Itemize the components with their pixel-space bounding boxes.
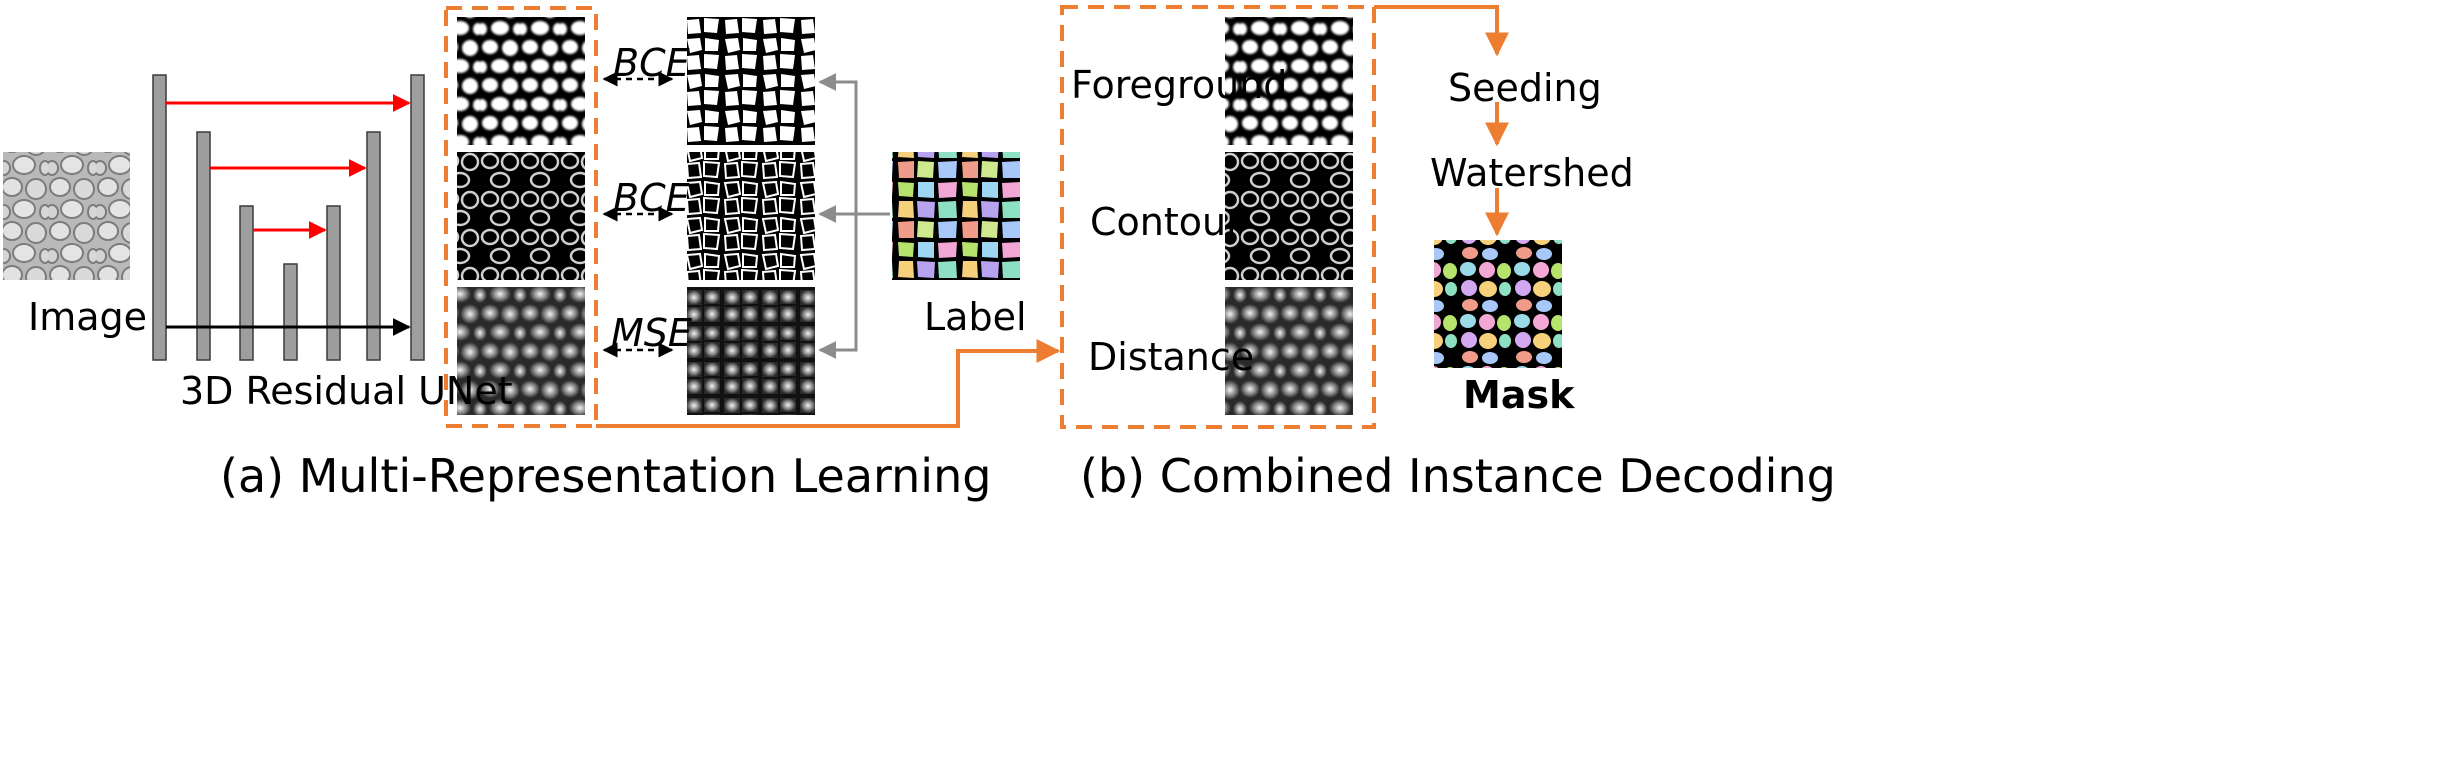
unet-encoder-block-3 xyxy=(239,205,254,361)
unet-decoder-block-1 xyxy=(410,74,425,361)
contour-label: Contour xyxy=(1090,200,1242,244)
unet-decoder-block-3 xyxy=(326,205,341,361)
prediction-foreground xyxy=(457,17,585,145)
unet-bottleneck-block xyxy=(283,263,298,361)
loss-label-3: MSE xyxy=(611,311,692,355)
unet-decoder-block-2 xyxy=(366,131,381,361)
unet-encoder-block-1 xyxy=(152,74,167,361)
loss-label-2: BCE xyxy=(613,176,690,220)
decoding-distance xyxy=(1225,287,1353,415)
connector-arrow xyxy=(596,339,1061,428)
mask-image xyxy=(1434,240,1562,368)
prediction-contour xyxy=(457,152,585,280)
loss-label-1: BCE xyxy=(613,41,690,85)
decoding-box xyxy=(1060,5,1376,429)
caption-b: (b) Combined Instance Decoding xyxy=(1080,449,1836,503)
watershed-label: Watershed xyxy=(1430,151,1634,195)
label-text: Label xyxy=(924,295,1027,339)
unet-blocks xyxy=(152,74,425,361)
target-distance xyxy=(687,287,815,415)
unet-encoder-block-2 xyxy=(196,131,211,361)
distance-label: Distance xyxy=(1088,335,1255,379)
image-label: Image xyxy=(28,295,148,339)
label-image xyxy=(892,152,1020,280)
to-seeding-arrow xyxy=(1374,5,1509,57)
target-foreground xyxy=(687,17,815,145)
decoding-foreground xyxy=(1225,17,1353,145)
foreground-label: Foreground xyxy=(1071,63,1288,107)
caption-a: (a) Multi-Representation Learning xyxy=(220,449,992,503)
mask-label: Mask xyxy=(1463,373,1575,417)
seeding-label: Seeding xyxy=(1448,66,1602,110)
target-contour xyxy=(687,152,815,280)
unet-label: 3D Residual UNet xyxy=(180,369,513,413)
input-image xyxy=(3,152,130,280)
prediction-distance xyxy=(457,287,585,415)
decoding-contour xyxy=(1225,152,1353,280)
label-arrows xyxy=(818,73,890,359)
